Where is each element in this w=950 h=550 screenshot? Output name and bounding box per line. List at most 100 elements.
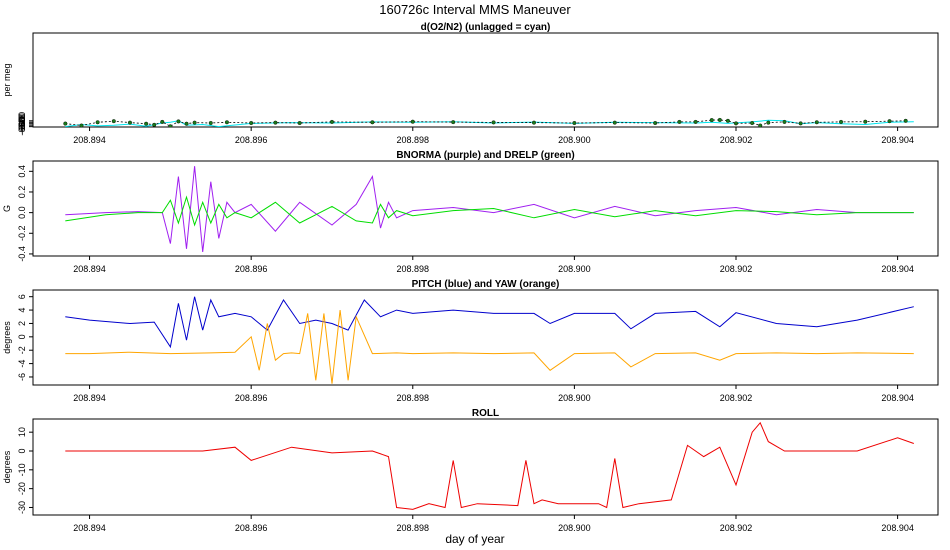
plot-frame bbox=[32, 418, 939, 516]
x-tick-label: 208.896 bbox=[235, 135, 268, 145]
data-point bbox=[451, 120, 456, 125]
data-point bbox=[758, 123, 763, 127]
y-tick-label: 10 bbox=[17, 427, 27, 437]
data-point bbox=[176, 119, 181, 124]
y-axis-label: per meg bbox=[2, 63, 12, 96]
data-point bbox=[782, 119, 787, 124]
data-point bbox=[733, 121, 738, 126]
data-point bbox=[63, 121, 68, 126]
data-point bbox=[612, 120, 617, 125]
data-point bbox=[798, 121, 803, 126]
data-point bbox=[709, 118, 714, 123]
y-tick-label: -0.4 bbox=[17, 246, 27, 262]
y-tick-label: 0 bbox=[17, 448, 27, 453]
data-point bbox=[297, 121, 302, 126]
y-axis-label: G bbox=[2, 205, 12, 212]
y-tick-label: 0.2 bbox=[17, 186, 27, 199]
y-tick-label: -680 bbox=[17, 118, 27, 136]
data-point bbox=[127, 120, 132, 125]
data-point bbox=[717, 117, 722, 122]
data-point bbox=[814, 120, 819, 125]
plot-frame bbox=[32, 289, 939, 386]
y-tick-label: -600 bbox=[17, 112, 27, 130]
x-tick-label: 208.894 bbox=[73, 135, 106, 145]
y-axis-label: degrees bbox=[2, 321, 12, 354]
data-point bbox=[208, 121, 213, 126]
chart-panels: d(O2/N2) (unlagged = cyan) per meg 208.894… bbox=[2, 22, 939, 533]
data-point bbox=[410, 119, 415, 124]
x-tick-label: 208.904 bbox=[881, 393, 914, 403]
y-tick-label: -620 bbox=[17, 113, 27, 131]
plot-frame bbox=[32, 160, 939, 257]
plot-frame bbox=[32, 32, 939, 128]
y-tick-label: 2 bbox=[17, 321, 27, 326]
panel-title: BNORMA (purple) and DRELP (green) bbox=[396, 150, 574, 161]
panel-4: ROLL degrees 208.894 208.896 208.898 208.900 2… bbox=[2, 408, 939, 533]
series-line-2 bbox=[65, 310, 914, 384]
data-point bbox=[677, 119, 682, 124]
series-line-1 bbox=[65, 119, 914, 127]
x-tick-label: 208.900 bbox=[558, 393, 591, 403]
x-tick-label: 208.902 bbox=[720, 393, 753, 403]
x-tick-label: 208.900 bbox=[558, 523, 591, 533]
data-point bbox=[184, 121, 189, 126]
x-tick-label: 208.904 bbox=[881, 135, 914, 145]
y-tick-label: 0.4 bbox=[17, 165, 27, 178]
y-tick-label: 0 bbox=[17, 334, 27, 339]
data-point bbox=[693, 119, 698, 124]
y-tick-label: 0.0 bbox=[17, 206, 27, 219]
data-point bbox=[273, 120, 278, 125]
x-tick-label: 208.898 bbox=[397, 523, 430, 533]
y-tick-label: -30 bbox=[17, 501, 27, 514]
x-tick-label: 208.904 bbox=[881, 523, 914, 533]
panel-title: d(O2/N2) (unlagged = cyan) bbox=[421, 22, 551, 33]
series-line-1 bbox=[65, 421, 914, 510]
x-tick-label: 208.902 bbox=[720, 264, 753, 274]
y-tick-label: -640 bbox=[17, 115, 27, 133]
x-tick-label: 208.902 bbox=[720, 523, 753, 533]
x-axis-label: day of year bbox=[445, 532, 504, 546]
data-point bbox=[79, 123, 84, 127]
y-tick-label: -4 bbox=[17, 360, 27, 368]
x-tick-label: 208.898 bbox=[397, 393, 430, 403]
x-tick-label: 208.898 bbox=[397, 135, 430, 145]
x-tick-label: 208.898 bbox=[397, 264, 430, 274]
y-tick-label: -20 bbox=[17, 482, 27, 495]
y-tick-label: 6 bbox=[17, 294, 27, 299]
y-tick-label: -2 bbox=[17, 346, 27, 354]
data-point bbox=[224, 120, 229, 125]
y-tick-label: -6 bbox=[17, 373, 27, 381]
data-point bbox=[192, 120, 197, 125]
y-tick-label: -660 bbox=[17, 116, 27, 134]
data-point bbox=[160, 119, 165, 124]
data-point bbox=[766, 120, 771, 125]
series-line-1 bbox=[65, 296, 914, 349]
x-tick-label: 208.896 bbox=[235, 264, 268, 274]
x-tick-label: 208.894 bbox=[73, 523, 106, 533]
data-point bbox=[750, 121, 755, 126]
chart-main-title: 160726c Interval MMS Maneuver bbox=[379, 2, 571, 17]
data-point bbox=[491, 120, 496, 125]
series-line-1 bbox=[65, 166, 914, 252]
data-point bbox=[95, 120, 100, 125]
data-point bbox=[572, 121, 577, 126]
x-tick-label: 208.904 bbox=[881, 264, 914, 274]
x-tick-label: 208.896 bbox=[235, 523, 268, 533]
y-tick-label: -0.2 bbox=[17, 226, 27, 242]
data-point bbox=[249, 121, 254, 126]
y-tick-label: 4 bbox=[17, 308, 27, 313]
x-tick-label: 208.900 bbox=[558, 264, 591, 274]
series-line-2 bbox=[65, 195, 914, 227]
data-point bbox=[725, 118, 730, 123]
data-point bbox=[887, 119, 892, 124]
data-point bbox=[144, 121, 149, 126]
panel-1: d(O2/N2) (unlagged = cyan) per meg 208.894… bbox=[2, 22, 939, 145]
panel-title: PITCH (blue) and YAW (orange) bbox=[412, 279, 560, 290]
panel-3: PITCH (blue) and YAW (orange) degrees 208.… bbox=[2, 279, 939, 403]
x-tick-label: 208.894 bbox=[73, 264, 106, 274]
data-point bbox=[903, 118, 908, 123]
data-point bbox=[863, 119, 868, 124]
x-tick-label: 208.902 bbox=[720, 135, 753, 145]
data-point bbox=[111, 119, 116, 124]
